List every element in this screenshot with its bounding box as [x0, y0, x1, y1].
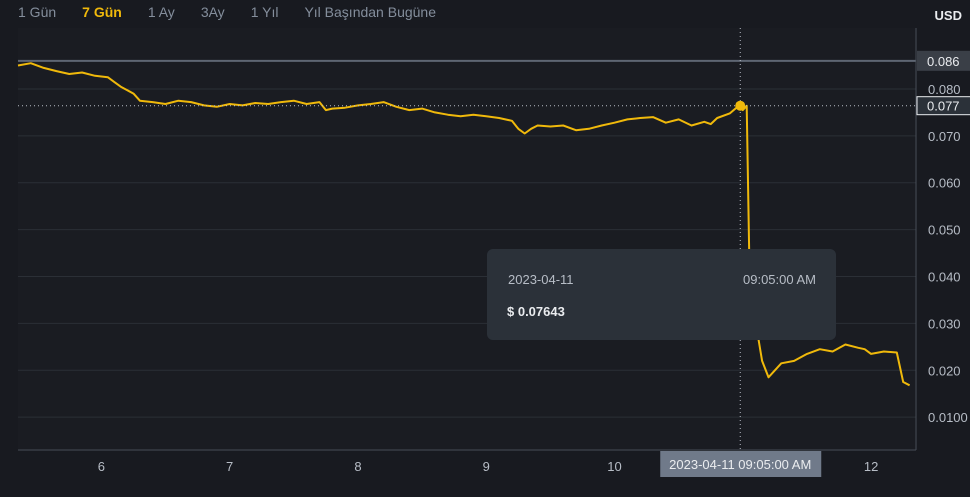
crosshair-date-label: 2023-04-11 09:05:00 AM — [669, 457, 811, 472]
crosshair-date-box — [660, 451, 822, 477]
high-price-label: 0.086 — [927, 54, 960, 69]
price-series-line — [17, 62, 911, 387]
currency-label: USD — [934, 8, 962, 23]
tab-1-year[interactable]: 1 Yıl — [250, 4, 279, 20]
y-tick-label: 0.070 — [928, 129, 961, 144]
y-tick-label: 0.080 — [928, 82, 961, 97]
y-tick-label: 0.030 — [928, 316, 961, 331]
y-tick-label: 0.040 — [928, 270, 961, 285]
current-price-label: 0.077 — [927, 99, 960, 114]
tooltip-date: 2023-04-11 — [508, 272, 574, 287]
tab-3-months[interactable]: 3Ay — [200, 4, 225, 20]
x-tick-label: 10 — [607, 459, 621, 474]
y-tick-label: 0.050 — [928, 223, 961, 238]
x-tick-label: 7 — [226, 459, 233, 474]
tab-7-days[interactable]: 7 Gün — [82, 4, 122, 20]
tab-1-day[interactable]: 1 Gün — [18, 4, 57, 20]
price-tooltip: 2023-04-11 09:05:00 AM $ 0.07643 — [487, 249, 836, 340]
y-tick-label: 0.020 — [928, 363, 961, 378]
current-price-box — [916, 96, 970, 116]
x-tick-label: 6 — [98, 459, 105, 474]
y-tick-label: 0.0100 — [928, 410, 968, 425]
tab-year-to-date[interactable]: Yıl Başından Bugüne — [304, 4, 436, 20]
x-tick-label: 9 — [483, 459, 490, 474]
plot-area — [18, 28, 916, 450]
high-price-box — [917, 50, 970, 71]
tab-1-month[interactable]: 1 Ay — [147, 4, 175, 20]
time-range-tabs: 1 Gün 7 Gün 1 Ay 3Ay 1 Yıl Yıl Başından … — [18, 4, 462, 22]
x-tick-label: 8 — [354, 459, 361, 474]
tooltip-price: $ 0.07643 — [507, 304, 565, 319]
crosshair-point — [735, 100, 746, 111]
y-tick-label: 0.060 — [928, 176, 961, 191]
x-tick-label: 12 — [864, 459, 878, 474]
tooltip-time: 09:05:00 AM — [743, 272, 816, 287]
